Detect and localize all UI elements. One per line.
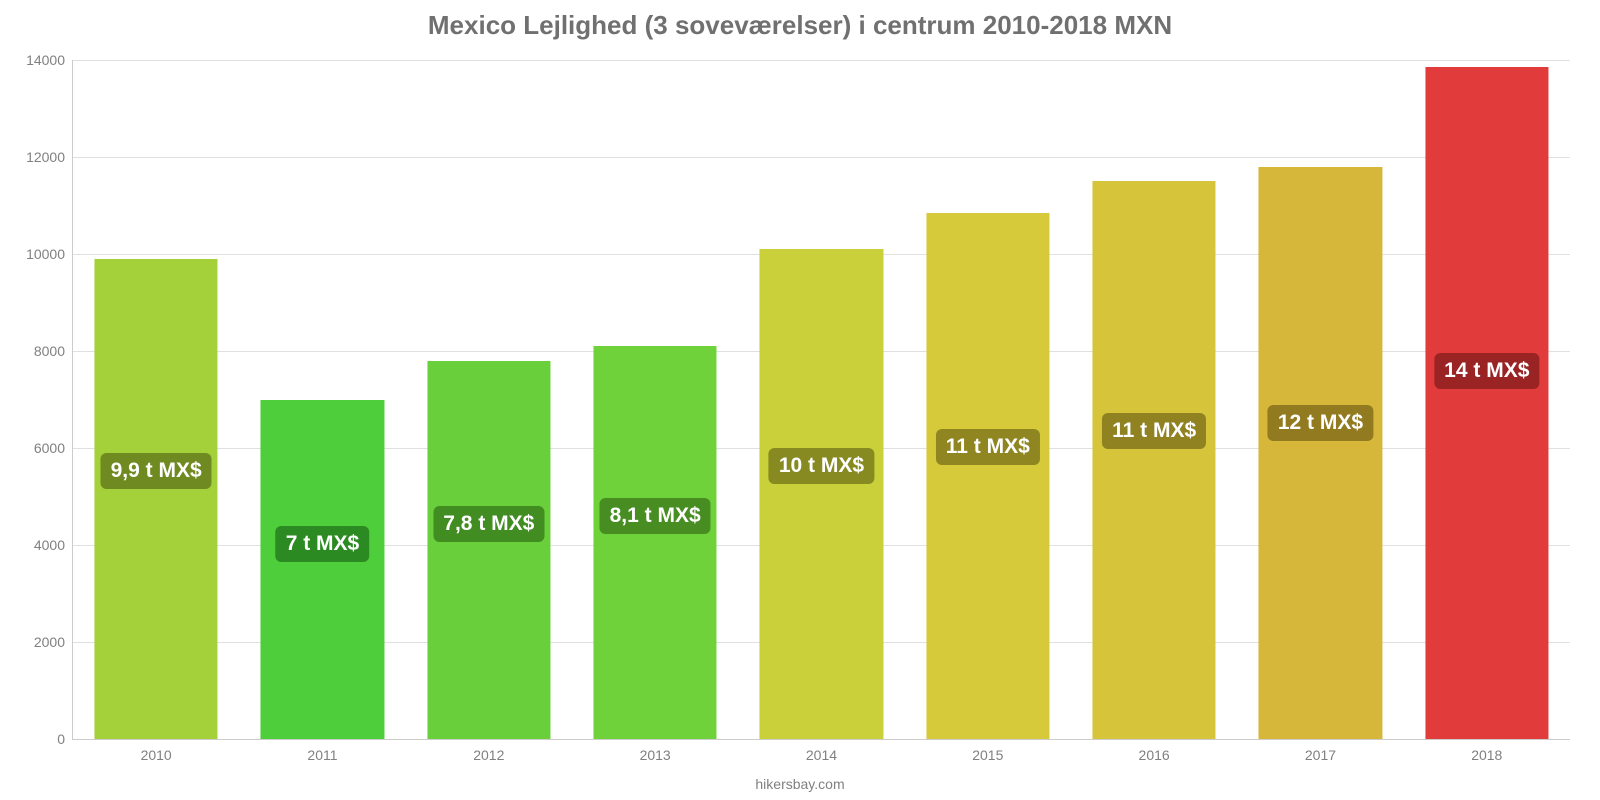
bar-slot: 20127,8 t MX$ [406, 60, 572, 739]
bar-value-label: 11 t MX$ [936, 429, 1040, 465]
xtick-label: 2012 [473, 747, 504, 763]
source-label: hikersbay.com [0, 776, 1600, 792]
xtick-label: 2010 [141, 747, 172, 763]
bar [427, 361, 550, 739]
bar [1093, 181, 1216, 739]
bar-slot: 201410 t MX$ [738, 60, 904, 739]
ytick-label: 14000 [26, 52, 65, 68]
chart-title: Mexico Lejlighed (3 soveværelser) i cent… [0, 10, 1600, 41]
bar [1425, 67, 1548, 739]
bar [760, 249, 883, 739]
bar [261, 400, 384, 740]
bar-slot: 20117 t MX$ [239, 60, 405, 739]
bars-container: 20109,9 t MX$20117 t MX$20127,8 t MX$201… [73, 60, 1570, 739]
ytick-label: 2000 [34, 634, 65, 650]
bar-slot: 201814 t MX$ [1404, 60, 1570, 739]
ytick-label: 12000 [26, 149, 65, 165]
bar-value-label: 12 t MX$ [1268, 405, 1373, 441]
bar-value-label: 11 t MX$ [1102, 413, 1206, 449]
bar [1259, 167, 1382, 739]
ytick-label: 4000 [34, 537, 65, 553]
bar-value-label: 14 t MX$ [1434, 353, 1539, 389]
bar-value-label: 10 t MX$ [769, 448, 874, 484]
bar-slot: 20138,1 t MX$ [572, 60, 738, 739]
bar-value-label: 7 t MX$ [276, 526, 370, 562]
bar-value-label: 8,1 t MX$ [600, 498, 711, 534]
bar-slot: 201611 t MX$ [1071, 60, 1237, 739]
xtick-label: 2011 [307, 747, 337, 763]
bar-value-label: 9,9 t MX$ [101, 453, 212, 489]
bar-slot: 201712 t MX$ [1237, 60, 1403, 739]
xtick-label: 2017 [1305, 747, 1336, 763]
ytick-label: 6000 [34, 440, 65, 456]
bar [594, 346, 717, 739]
xtick-label: 2014 [806, 747, 837, 763]
xtick-label: 2015 [972, 747, 1003, 763]
xtick-label: 2013 [640, 747, 671, 763]
ytick-label: 8000 [34, 343, 65, 359]
bar-slot: 20109,9 t MX$ [73, 60, 239, 739]
bar [926, 213, 1049, 739]
bar-slot: 201511 t MX$ [905, 60, 1071, 739]
ytick-label: 0 [57, 731, 65, 747]
bar [95, 259, 218, 739]
plot-area: 20109,9 t MX$20117 t MX$20127,8 t MX$201… [72, 60, 1570, 740]
bar-value-label: 7,8 t MX$ [433, 506, 544, 542]
bar-chart: Mexico Lejlighed (3 soveværelser) i cent… [0, 0, 1600, 800]
ytick-label: 10000 [26, 246, 65, 262]
xtick-label: 2016 [1139, 747, 1170, 763]
xtick-label: 2018 [1471, 747, 1502, 763]
